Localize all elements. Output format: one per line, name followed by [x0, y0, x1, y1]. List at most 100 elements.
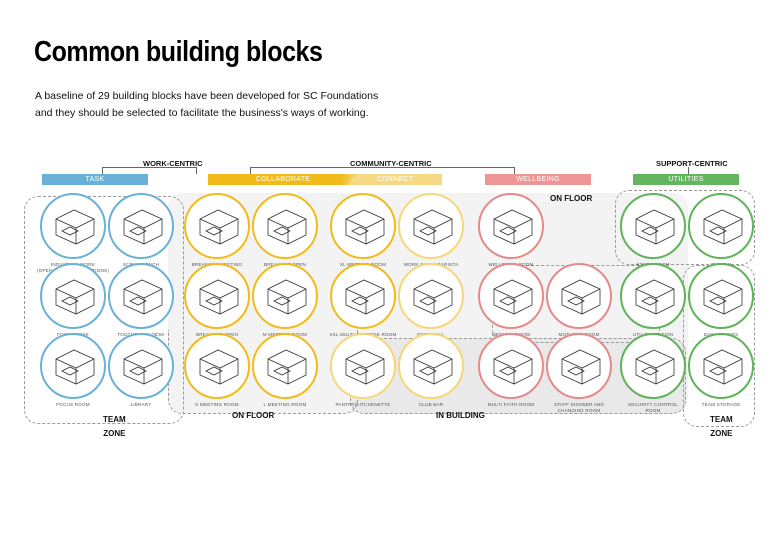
block-label: SECURITY CONTROL ROOM — [617, 402, 689, 414]
building-block: STORE ROOM — [617, 193, 689, 268]
block-label: LIBRARY — [105, 402, 177, 408]
block-circle — [478, 263, 544, 329]
team-zone-left — [24, 196, 184, 424]
building-block: DAY LOCKERS — [685, 263, 757, 338]
team-zone-right-line2: ZONE — [710, 429, 733, 438]
building-block: UTILITY STATION — [617, 263, 689, 338]
block-circle — [108, 333, 174, 399]
building-block: MEDICAL ROOM — [475, 263, 547, 338]
block-label: TEAM STORAGE — [685, 402, 757, 408]
block-circle — [40, 263, 106, 329]
block-circle — [184, 263, 250, 329]
block-circle — [330, 193, 396, 259]
group-community-centric: COMMUNITY-CENTRIC — [350, 159, 432, 168]
on-floor-label-bottom: ON FLOOR — [232, 411, 275, 420]
block-circle — [620, 193, 686, 259]
block-circle — [398, 263, 464, 329]
on-floor-zone-top-right — [615, 190, 755, 265]
block-label-main: PANTRY/KITCHENETTE — [335, 402, 391, 407]
block-label: L MEETING ROOM — [249, 402, 321, 408]
block-label: STAFF SHOWER AND CHANGING ROOM — [543, 402, 615, 414]
block-label-main: SECURITY CONTROL — [627, 402, 679, 407]
building-block: IT ROOM — [685, 193, 757, 268]
building-block: CLUB BAR — [395, 333, 467, 408]
block-label-sub: ROOM — [645, 408, 661, 413]
block-circle — [546, 263, 612, 329]
building-block: SECURITY CONTROL ROOM — [617, 333, 689, 414]
block-circle — [252, 193, 318, 259]
block-label: FOCUS ROOM — [37, 402, 109, 408]
category-collaborate: COLLABORATE — [208, 174, 358, 185]
block-label: PANTRY/KITCHENETTE — [327, 402, 399, 408]
in-building-label: IN BUILDING — [436, 411, 485, 420]
block-label-main: TEAM STORAGE — [701, 402, 741, 407]
bracket-community — [250, 167, 515, 174]
block-circle — [398, 193, 464, 259]
building-block: LIBRARY — [105, 333, 177, 408]
building-block: PANTRY/KITCHENETTE — [327, 333, 399, 408]
subtitle-line-1: A baseline of 29 building blocks have be… — [35, 90, 379, 102]
team-zone-right-line1: TEAM — [710, 415, 733, 424]
on-floor-label-top: ON FLOOR — [550, 194, 593, 203]
building-block: SCRUM BENCH — [105, 193, 177, 268]
building-block: FOCUS ROOM — [37, 333, 109, 408]
building-block: STAFF SHOWER AND CHANGING ROOM — [543, 333, 615, 414]
team-zone-left-line1: TEAM — [103, 415, 126, 424]
building-block: WELLBEING ROOM — [475, 193, 547, 268]
block-label-main: FOCUS ROOM — [56, 402, 90, 407]
team-zone-right-label: TEAM ZONE — [710, 413, 733, 441]
block-circle — [108, 193, 174, 259]
block-label-main: MULTI FAITH ROOM — [487, 402, 535, 407]
block-label: S MEETING ROOM — [181, 402, 253, 408]
building-block: TEAM STORAGE — [685, 333, 757, 408]
block-circle — [330, 333, 396, 399]
block-circle — [184, 193, 250, 259]
block-circle — [184, 333, 250, 399]
stem-support — [688, 167, 689, 174]
bracket-work — [102, 167, 197, 174]
block-label-main: STAFF SHOWER AND — [553, 402, 605, 407]
block-label-main: CLUB BAR — [418, 402, 444, 407]
category-utilities: UTILITIES — [633, 174, 739, 185]
block-circle — [398, 333, 464, 399]
block-circle — [688, 263, 754, 329]
building-block: FOOD HALL — [395, 263, 467, 338]
block-circle — [478, 193, 544, 259]
team-zone-left-line2: ZONE — [103, 429, 126, 438]
block-label-main: L MEETING ROOM — [263, 402, 307, 407]
building-block: TOUCHDOWN DESK — [105, 263, 177, 338]
building-block: FOCUS DESK — [37, 263, 109, 338]
building-block: MOTHERS ROOM — [543, 263, 615, 338]
block-circle — [688, 193, 754, 259]
block-label-main: LIBRARY — [130, 402, 152, 407]
page-subtitle: A baseline of 29 building blocks have be… — [35, 88, 415, 122]
block-label: CLUB BAR — [395, 402, 467, 408]
building-block: BREAKOUT MEETING BOOTH/POD — [181, 193, 253, 274]
block-circle — [478, 333, 544, 399]
team-zone-left-label: TEAM ZONE — [103, 413, 126, 441]
block-circle — [620, 333, 686, 399]
building-block: S MEETING ROOM — [181, 333, 253, 408]
building-block: XL MEETING ROOM — [327, 193, 399, 268]
category-wellbeing: WELLBEING — [485, 174, 591, 185]
block-circle — [108, 263, 174, 329]
block-label: MULTI FAITH ROOM — [475, 402, 547, 408]
building-block: XXL MULTI-PURPOSE ROOM — [327, 263, 399, 338]
block-circle — [688, 333, 754, 399]
building-block: BREAKOUT OPEN PRESENTATION — [249, 193, 321, 274]
block-circle — [40, 333, 106, 399]
page-title: Common building blocks — [34, 36, 323, 68]
block-label-sub: CHANGING ROOM — [557, 408, 601, 413]
building-block: M MEETING ROOM — [249, 263, 321, 338]
category-connect: CONNECT — [348, 174, 442, 185]
block-circle — [40, 193, 106, 259]
building-block: L MEETING ROOM — [249, 333, 321, 408]
building-block: BREAKOUT OPEN DISCUSSION — [181, 263, 253, 344]
building-block: MULTI FAITH ROOM — [475, 333, 547, 408]
block-circle — [620, 263, 686, 329]
subtitle-line-2: and they should be selected to facilitat… — [35, 107, 369, 119]
group-support-centric: SUPPORT-CENTRIC — [656, 159, 728, 168]
block-circle — [546, 333, 612, 399]
building-block: WORK CAFE / BARISTA STATION — [395, 193, 467, 274]
group-work-centric: WORK-CENTRIC — [143, 159, 203, 168]
